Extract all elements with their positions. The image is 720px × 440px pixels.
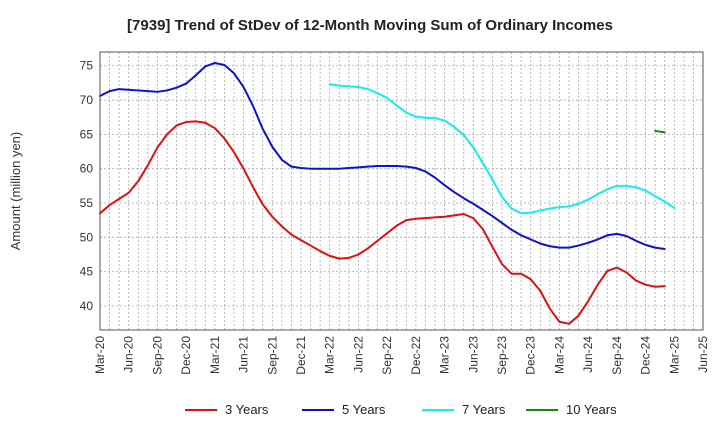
legend: 3 Years 5 Years 7 Years 10 Years xyxy=(185,402,617,417)
y-tick-label: 60 xyxy=(80,162,94,176)
y-tick-label: 40 xyxy=(80,299,94,313)
legend-label-3-years: 3 Years xyxy=(225,402,269,417)
x-tick-label: Jun-23 xyxy=(466,336,480,373)
x-tick-label: Mar-23 xyxy=(438,336,452,374)
x-tick-label: Mar-24 xyxy=(552,336,566,374)
x-tick-label: Sep-21 xyxy=(265,336,279,375)
x-tick-label: Dec-22 xyxy=(409,336,423,375)
y-tick-label: 70 xyxy=(80,93,94,107)
x-tick-labels: Mar-20 Jun-20 Sep-20 Dec-20 Mar-21 Jun-21 Sep-… xyxy=(93,336,710,375)
x-tick-label: Sep-20 xyxy=(150,336,164,375)
series-line-3-years xyxy=(99,120,666,325)
series-line-10-years xyxy=(654,129,666,134)
x-tick-label: Mar-22 xyxy=(323,336,337,374)
x-tick-label: Jun-22 xyxy=(351,336,365,373)
x-tick-label: Mar-25 xyxy=(667,336,681,374)
legend-label-10-years: 10 Years xyxy=(566,402,617,417)
x-tick-label: Jun-24 xyxy=(581,336,595,373)
y-tick-label: 50 xyxy=(80,230,94,244)
legend-label-5-years: 5 Years xyxy=(342,402,386,417)
y-axis-label: Amount (million yen) xyxy=(8,132,23,251)
x-tick-label: Sep-23 xyxy=(495,336,509,375)
x-tick-label: Jun-21 xyxy=(237,336,251,373)
y-tick-label: 55 xyxy=(80,196,94,210)
series-line-5-years xyxy=(99,61,666,250)
x-tick-label: Sep-22 xyxy=(380,336,394,375)
y-tick-labels: 40 45 50 55 60 65 70 75 xyxy=(80,59,94,313)
x-tick-label: Mar-21 xyxy=(208,336,222,374)
plot-frame xyxy=(99,51,704,331)
x-tick-label: Sep-24 xyxy=(610,336,624,375)
legend-label-7-years: 7 Years xyxy=(462,402,506,417)
x-tick-label: Dec-21 xyxy=(294,336,308,375)
x-tick-label: Jun-20 xyxy=(122,336,136,373)
x-tick-label: Dec-23 xyxy=(524,336,538,375)
y-tick-label: 65 xyxy=(80,127,94,141)
series-line-7-years xyxy=(328,83,676,215)
x-tick-label: Mar-20 xyxy=(93,336,107,374)
chart-title: [7939] Trend of StDev of 12-Month Moving… xyxy=(127,17,613,34)
x-tick-label: Jun-25 xyxy=(696,336,710,373)
x-tick-label: Dec-20 xyxy=(179,336,193,375)
grid-lines xyxy=(100,52,703,330)
y-tick-label: 45 xyxy=(80,265,94,279)
y-tick-label: 75 xyxy=(80,59,94,73)
series-lines xyxy=(99,61,676,325)
x-tick-label: Dec-24 xyxy=(639,336,653,375)
